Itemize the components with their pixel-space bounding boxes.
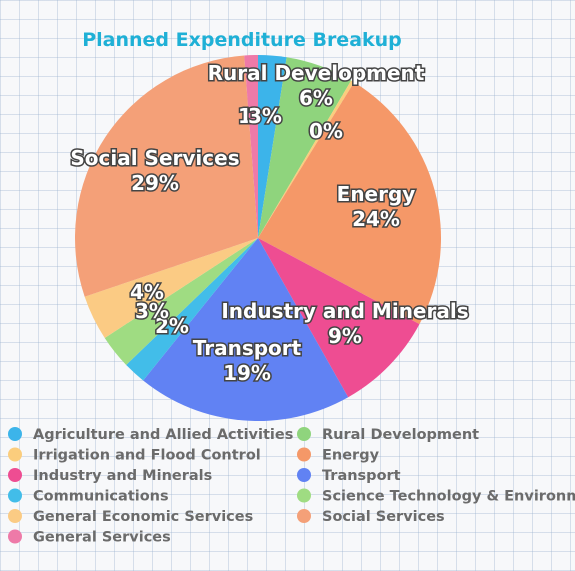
pie-slice-agriculture-and-allied-activities [258,55,287,238]
legend-marker [297,427,311,441]
legend-label: Rural Development [322,427,479,443]
slice-label: Energy 24% [337,182,416,231]
pie-slice-general-economic-services [84,238,259,338]
pie-slice-social-services [75,55,258,297]
legend-marker [8,427,22,441]
slice-label: Industry and Minerals 9% [221,299,468,348]
legend-marker [8,509,22,523]
pie-slice-energy [258,82,442,325]
slice-label: 0% [309,119,343,143]
slice-label: 2% [155,314,189,338]
slice-label: Transport 19% [193,336,302,385]
slice-label: 1 [238,104,252,128]
slice-label: Rural Development 6% [208,61,425,110]
legend: Agriculture and Allied Activities Rural D… [8,427,575,546]
legend-label: Industry and Minerals [33,468,212,484]
legend-label: General Economic Services [33,509,253,525]
slice-label-extra: 3% [248,104,282,128]
legend-marker [297,488,311,503]
legend-marker [297,447,311,462]
legend-marker [8,529,22,544]
legend-label: Social Services [322,509,445,525]
chart-title: Planned Expenditure Breakup [82,29,402,51]
pie-slice-rural-development [258,57,352,238]
pie-slices [75,55,442,421]
pie-slice-industry-and-minerals [258,238,420,398]
legend-marker [297,509,311,523]
pie-slice-transport [143,238,349,421]
pie-slice-general-services [244,55,258,238]
legend-label: Science Technology & Environment [322,489,575,505]
legend-label: Irrigation and Flood Control [33,448,261,464]
pie-slice-science-technology-environment [104,238,258,365]
legend-label: Communications [33,489,169,505]
legend-marker [8,447,22,462]
legend-label: General Services [33,530,171,546]
pie-slice-communications [126,238,259,381]
slice-label: 3% [135,299,169,323]
legend-marker [8,488,22,503]
legend-label: Transport [322,468,401,484]
legend-label: Agriculture and Allied Activities [33,427,293,443]
slice-label: Social Services 29% [70,146,239,195]
slice-labels: Rural Development 6% 0% Energy 24% Industry a… [69,60,470,387]
legend-marker [297,468,311,482]
legend-label: Energy [322,448,380,464]
pie-slice-irrigation-and-flood-control [258,80,355,238]
legend-marker [8,468,22,482]
slice-label: 4% [130,280,164,304]
